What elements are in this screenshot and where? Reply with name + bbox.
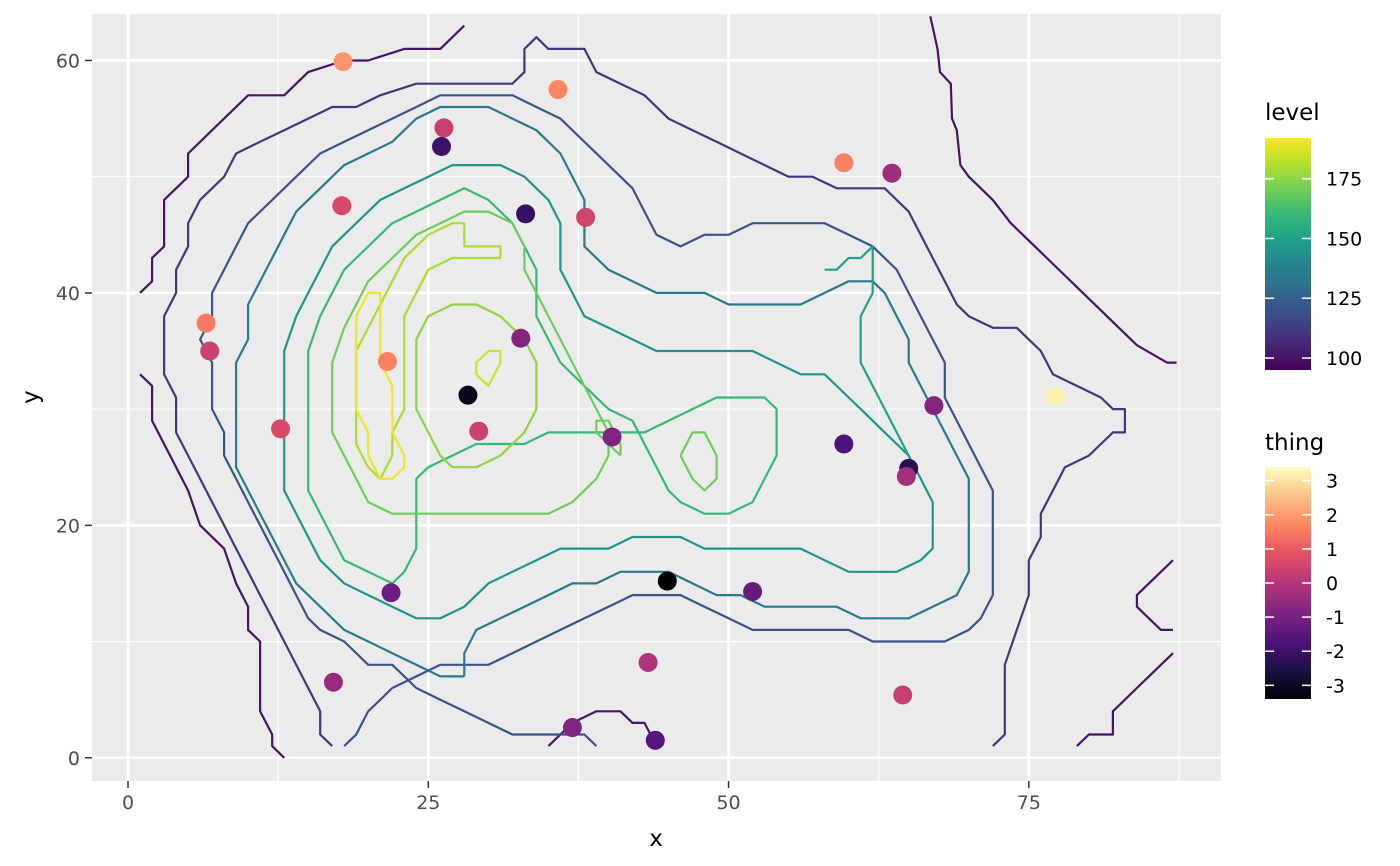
data-point	[196, 313, 216, 333]
x-tick-label: 0	[122, 792, 134, 814]
contour-line	[283, 164, 934, 620]
data-point	[893, 685, 913, 705]
y-axis: 0 20 40 60	[56, 50, 92, 770]
data-point	[834, 434, 854, 454]
legend-label: 2	[1326, 505, 1338, 527]
data-point	[924, 396, 944, 416]
contour-line	[1076, 652, 1174, 747]
contour-line	[355, 291, 406, 480]
data-point	[896, 467, 916, 487]
legend-thing: thing -3 -2 -1 0 1 2 3	[1265, 430, 1345, 699]
data-point	[377, 351, 397, 371]
data-point	[511, 328, 531, 348]
legend-label: 1	[1326, 539, 1338, 561]
y-tick-label: 0	[68, 748, 80, 770]
contour-line	[307, 187, 778, 585]
legend-thing-title: thing	[1265, 430, 1324, 456]
x-axis: 0 25 50 75	[122, 781, 1041, 814]
legend-level-colorbar	[1265, 138, 1311, 370]
contour-lines	[139, 16, 1177, 759]
data-point	[562, 718, 582, 738]
data-point	[657, 571, 677, 591]
legend-level: level 100 125 150 175	[1265, 100, 1362, 370]
data-points	[196, 52, 1065, 750]
legend-label: 3	[1326, 471, 1338, 493]
data-point	[332, 196, 352, 216]
contour-line	[199, 94, 994, 747]
contour-line	[679, 431, 718, 492]
data-point	[743, 582, 763, 602]
y-tick-label: 40	[56, 283, 80, 305]
x-tick-label: 75	[1017, 792, 1041, 814]
data-point	[516, 204, 536, 224]
contour-line	[331, 210, 610, 515]
x-axis-title: x	[649, 826, 663, 852]
data-point	[834, 153, 854, 173]
legend-label: -2	[1326, 641, 1345, 663]
data-point	[432, 136, 452, 156]
contour-line	[163, 36, 1126, 747]
data-point	[548, 80, 568, 100]
legend-label: 100	[1326, 348, 1362, 370]
data-point	[469, 421, 489, 441]
x-tick-label: 25	[416, 792, 440, 814]
legend-label: 0	[1326, 573, 1338, 595]
data-point	[1045, 386, 1065, 406]
contour-line	[547, 710, 658, 747]
y-tick-label: 20	[56, 515, 80, 537]
contour-line	[929, 16, 1177, 364]
data-point	[434, 118, 454, 138]
contour-line	[1135, 559, 1174, 631]
legend-label: -1	[1326, 607, 1345, 629]
data-point	[323, 672, 343, 692]
data-point	[645, 730, 665, 750]
contour-line	[824, 245, 910, 457]
data-point	[381, 583, 401, 603]
y-axis-title: y	[18, 390, 44, 404]
contour-line	[139, 24, 466, 294]
legend-label: -3	[1326, 675, 1345, 697]
legend-label: 175	[1326, 169, 1362, 191]
data-point	[271, 419, 291, 439]
panel-background	[92, 14, 1221, 781]
data-point	[333, 52, 353, 72]
data-point	[882, 163, 902, 183]
contour-line	[415, 303, 538, 469]
data-point	[458, 385, 478, 405]
data-point	[576, 207, 596, 227]
contour-line	[475, 349, 502, 387]
y-tick-label: 60	[56, 50, 80, 72]
contour-line	[139, 373, 285, 759]
legend-level-title: level	[1265, 100, 1320, 126]
contour-line	[235, 105, 970, 678]
data-point	[602, 427, 622, 447]
data-point	[638, 652, 658, 672]
data-point	[200, 341, 220, 361]
legend-label: 125	[1326, 288, 1362, 310]
x-tick-label: 50	[716, 792, 740, 814]
legend-label: 150	[1326, 228, 1362, 250]
